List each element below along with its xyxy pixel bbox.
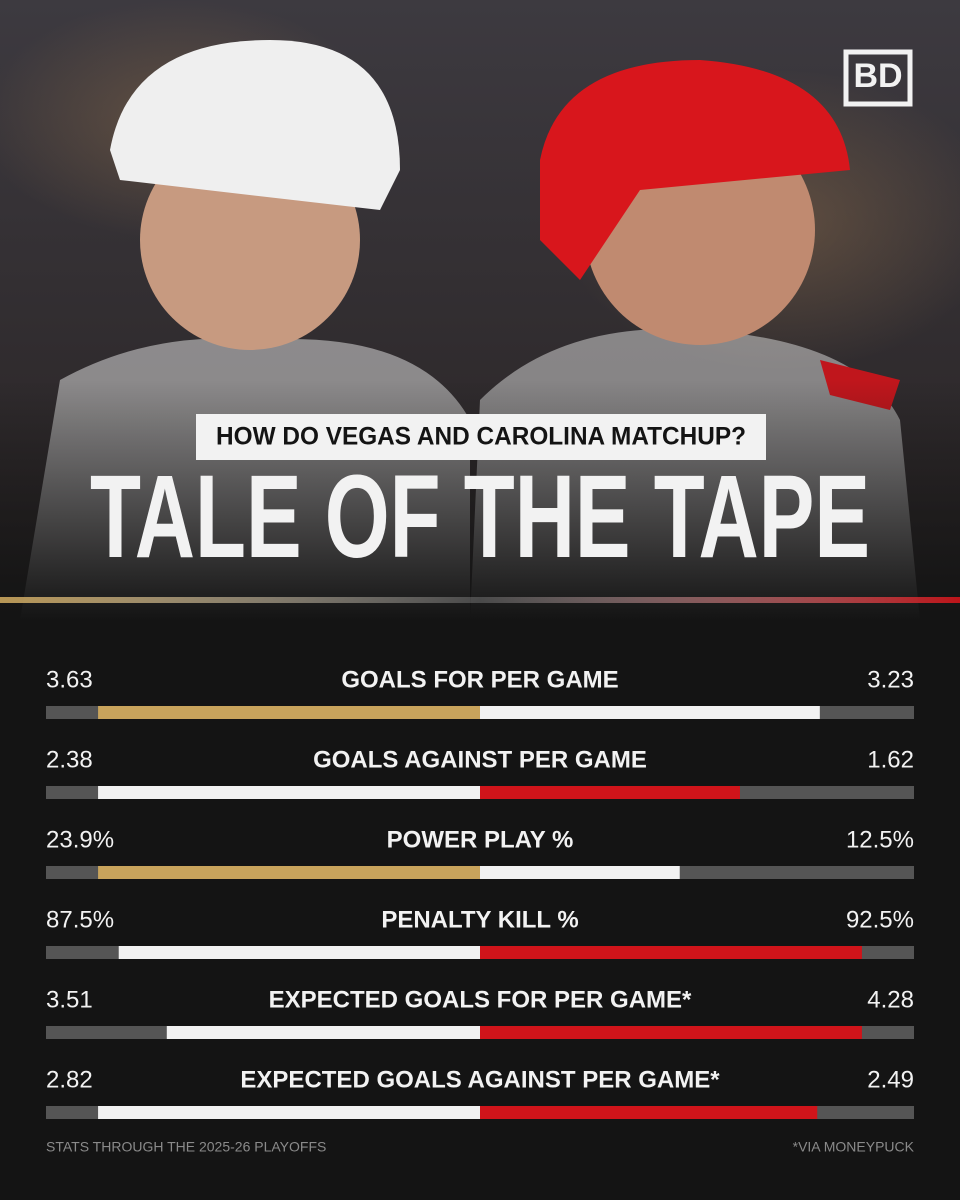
- vegas-value: 23.9%: [46, 826, 114, 853]
- vegas-value: 3.63: [46, 666, 93, 693]
- carolina-bar: [480, 946, 862, 959]
- vegas-bar: [98, 1106, 480, 1119]
- carolina-value: 12.5%: [846, 826, 914, 853]
- carolina-bar: [480, 1026, 862, 1039]
- stat-label: EXPECTED GOALS FOR PER GAME*: [269, 986, 692, 1013]
- vegas-bar: [166, 1026, 480, 1039]
- vegas-value: 2.82: [46, 1066, 93, 1093]
- right-player-helmet: [540, 60, 850, 280]
- vegas-value: 87.5%: [46, 906, 114, 933]
- carolina-bar: [480, 786, 740, 799]
- footer-source: *VIA MONEYPUCK: [793, 1139, 915, 1155]
- carolina-bar: [480, 706, 820, 719]
- logo: BD: [853, 57, 902, 95]
- vegas-bar: [118, 946, 480, 959]
- footer-note: STATS THROUGH THE 2025-26 PLAYOFFS: [46, 1139, 326, 1155]
- stat-label: GOALS AGAINST PER GAME: [313, 746, 647, 773]
- carolina-value: 2.49: [867, 1066, 914, 1093]
- vegas-bar: [98, 866, 480, 879]
- subtitle: HOW DO VEGAS AND CAROLINA MATCHUP?: [216, 423, 746, 451]
- carolina-value: 92.5%: [846, 906, 914, 933]
- stat-label: EXPECTED GOALS AGAINST PER GAME*: [240, 1066, 720, 1093]
- title: TALE OF THE TAPE: [90, 451, 870, 583]
- stat-label: POWER PLAY %: [387, 826, 574, 853]
- left-player-helmet: [110, 40, 400, 210]
- carolina-bar: [480, 866, 680, 879]
- vegas-value: 2.38: [46, 746, 93, 773]
- carolina-bar: [480, 1106, 818, 1119]
- carolina-value: 3.23: [867, 666, 914, 693]
- stat-label: GOALS FOR PER GAME: [341, 666, 618, 693]
- stat-label: PENALTY KILL %: [381, 906, 578, 933]
- carolina-value: 4.28: [867, 986, 914, 1013]
- carolina-value: 1.62: [867, 746, 914, 773]
- vegas-value: 3.51: [46, 986, 93, 1013]
- logo-frame: [843, 49, 913, 107]
- vegas-bar: [98, 786, 480, 799]
- divider-glow: [0, 597, 960, 603]
- vegas-bar: [98, 706, 480, 719]
- subtitle-box: [196, 414, 766, 460]
